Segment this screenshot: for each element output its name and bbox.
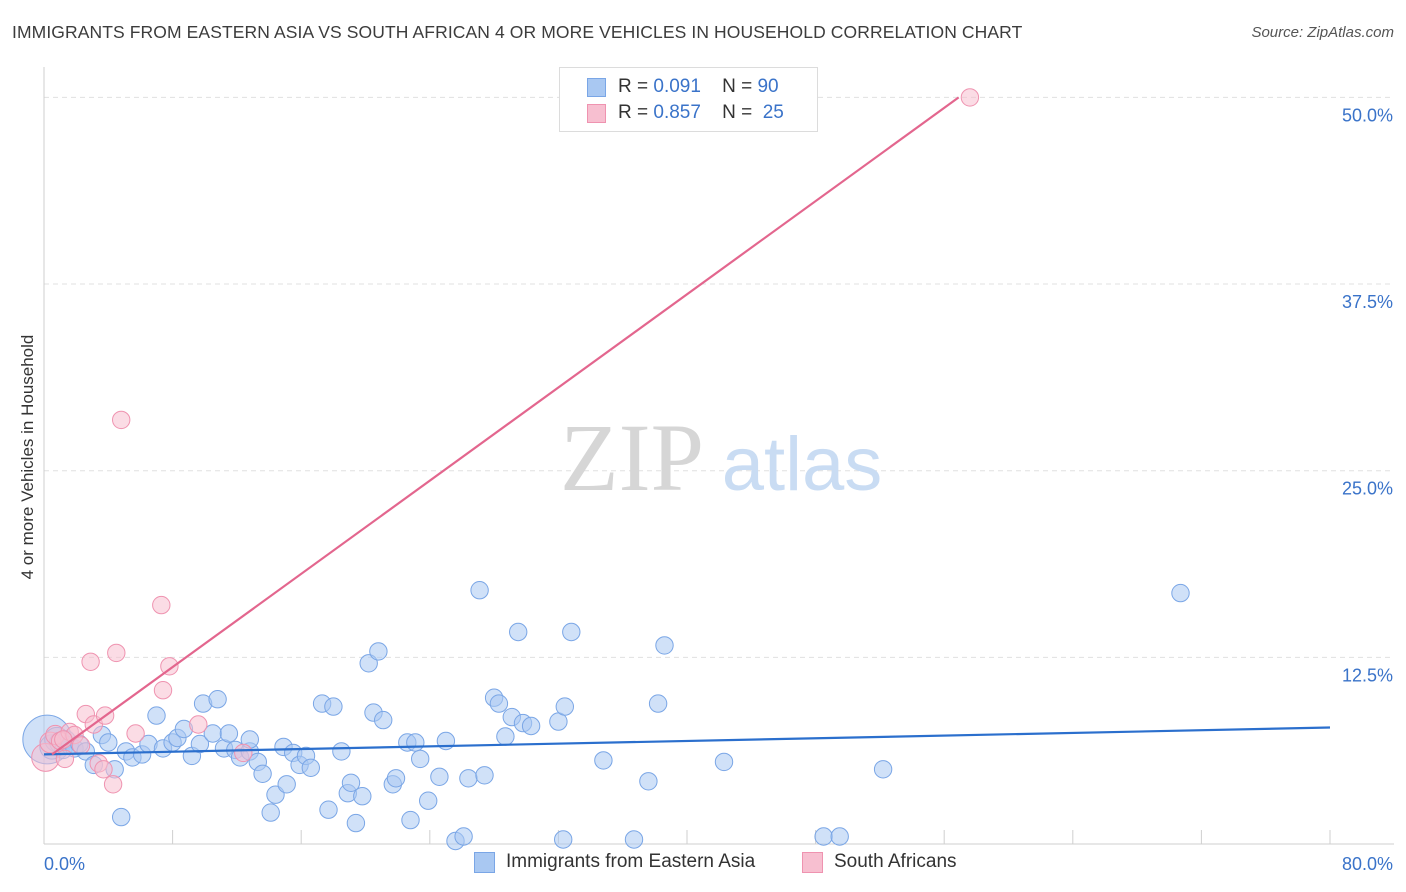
- trend-line-south-africans: [51, 96, 960, 756]
- data-point: [960, 88, 980, 107]
- data-point: [253, 764, 272, 783]
- legend-r-label: R =: [618, 76, 649, 97]
- data-point: [814, 827, 833, 846]
- x-tick-label-min: 0.0%: [44, 854, 85, 874]
- data-point: [353, 787, 372, 806]
- bottom-legend-label: South Africans: [834, 851, 957, 872]
- data-point: [153, 681, 173, 700]
- tick-labels: 12.5% 25.0% 37.5% 50.0% 0.0% 80.0%: [44, 105, 1393, 874]
- data-point: [301, 758, 320, 777]
- legend-n-value: 25: [762, 102, 784, 123]
- watermark: ZIP atlas: [560, 404, 882, 511]
- y-tick-label: 12.5%: [1342, 665, 1393, 685]
- data-point: [81, 652, 100, 671]
- data-point: [346, 813, 366, 833]
- data-point: [369, 642, 388, 661]
- data-point: [147, 706, 166, 725]
- trend-line-eastern-asia: [43, 726, 1331, 756]
- data-point: [470, 581, 489, 600]
- trend-lines: [43, 96, 1331, 756]
- data-point: [475, 766, 494, 785]
- data-point: [1171, 583, 1190, 603]
- legend-r-value: 0.091: [653, 76, 701, 97]
- y-tick-label: 50.0%: [1342, 105, 1393, 125]
- data-point: [496, 727, 515, 746]
- legend-swatch-pink: [587, 103, 606, 123]
- data-point: [234, 743, 253, 763]
- data-point: [103, 775, 123, 794]
- data-point: [112, 807, 131, 827]
- y-tick-label: 25.0%: [1342, 479, 1393, 499]
- legend-row-eastern-asia: R = 0.091 N = 90: [587, 74, 779, 100]
- data-point: [160, 657, 179, 676]
- legend-n-label: N =: [722, 102, 753, 123]
- data-point: [332, 742, 351, 761]
- data-point: [190, 734, 210, 754]
- data-point: [386, 769, 406, 788]
- source-label: Source: ZipAtlas.com: [1251, 24, 1394, 41]
- data-point: [562, 622, 581, 642]
- data-point: [509, 622, 528, 642]
- data-point: [71, 736, 91, 755]
- data-point: [830, 827, 849, 846]
- watermark-atlas: atlas: [722, 422, 883, 507]
- data-point: [459, 769, 478, 788]
- legend-n-label: N =: [722, 76, 753, 97]
- watermark-zip: ZIP: [560, 404, 704, 511]
- data-point: [554, 830, 573, 849]
- data-point: [324, 697, 343, 716]
- data-point: [94, 760, 113, 779]
- bottom-legend-label: Immigrants from Eastern Asia: [506, 851, 756, 872]
- legend-swatch-blue: [587, 77, 606, 97]
- data-point: [655, 636, 674, 655]
- legend-r-value: 0.857: [653, 102, 701, 123]
- data-point: [319, 800, 338, 819]
- data-point: [624, 830, 644, 849]
- data-point: [419, 791, 438, 810]
- data-point: [112, 410, 131, 430]
- data-point: [406, 733, 425, 752]
- data-point: [521, 716, 541, 736]
- data-point: [152, 595, 171, 615]
- data-point: [359, 654, 378, 673]
- chart-title: IMMIGRANTS FROM EASTERN ASIA VS SOUTH AF…: [12, 22, 1023, 42]
- bottom-legend-south-africans: South Africans: [802, 851, 957, 873]
- bottom-legend-swatch-blue: [474, 851, 495, 873]
- data-point: [261, 803, 280, 822]
- legend-n-value: 90: [757, 76, 779, 97]
- x-tick-label-max: 80.0%: [1342, 854, 1393, 874]
- data-point: [341, 773, 361, 792]
- legend-row-south-africans: R = 0.857 N = 25: [587, 100, 784, 126]
- data-point: [714, 752, 734, 772]
- data-point: [594, 751, 613, 770]
- legend-r-label: R =: [618, 102, 649, 123]
- correlation-legend: R = 0.091 N = 90 R = 0.857 N = 25: [559, 67, 818, 132]
- data-point: [277, 775, 296, 794]
- data-point: [219, 724, 239, 743]
- bottom-legend-swatch-pink: [802, 851, 823, 873]
- data-point: [873, 760, 893, 779]
- data-point: [374, 710, 393, 730]
- data-point: [189, 715, 208, 734]
- data-point: [454, 827, 473, 846]
- grid-lines: [44, 96, 1394, 658]
- data-point: [401, 810, 420, 830]
- data-point: [107, 643, 126, 663]
- data-point: [648, 694, 668, 713]
- data-point: [208, 690, 227, 709]
- data-point: [430, 767, 449, 786]
- data-point: [126, 724, 145, 743]
- axes: [43, 67, 1394, 845]
- y-tick-label: 37.5%: [1342, 292, 1393, 312]
- data-point: [555, 697, 574, 716]
- data-point: [99, 733, 118, 752]
- data-point: [489, 694, 509, 713]
- data-point: [639, 772, 658, 791]
- y-axis-title: 4 or more Vehicles in Household: [18, 334, 37, 580]
- bottom-legend-eastern-asia: Immigrants from Eastern Asia: [474, 851, 755, 873]
- data-point: [411, 749, 430, 769]
